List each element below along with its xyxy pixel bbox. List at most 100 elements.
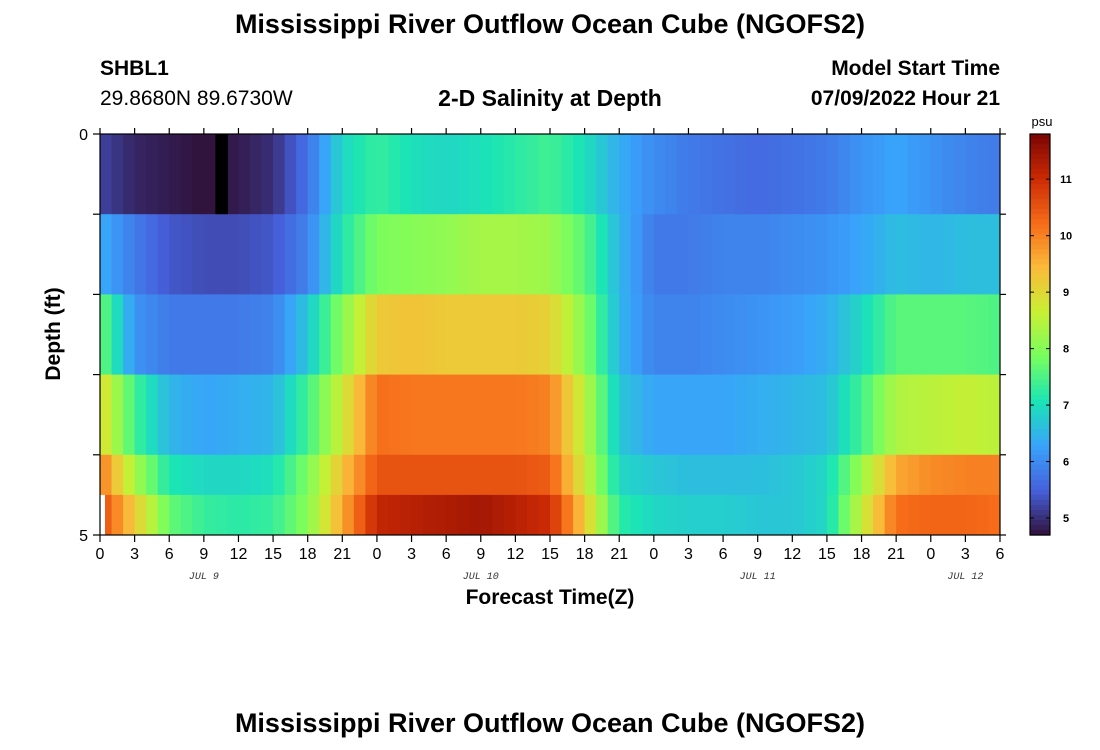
heatmap-cell xyxy=(619,294,632,376)
heatmap-cell xyxy=(861,134,874,215)
heatmap-cell xyxy=(942,134,955,215)
heatmap-cell xyxy=(307,494,320,535)
heatmap-cell xyxy=(850,374,863,456)
colorbar-tick-label: 9 xyxy=(1063,287,1069,299)
heatmap-cell xyxy=(653,134,666,215)
heatmap-cell xyxy=(953,494,966,535)
heatmap-cells xyxy=(100,134,1000,535)
heatmap-cell xyxy=(896,374,909,456)
heatmap-cell xyxy=(423,214,436,295)
heatmap-cell xyxy=(942,374,955,456)
heatmap-cell xyxy=(861,294,874,376)
heatmap-cell xyxy=(526,494,540,535)
colorbar-segment xyxy=(1030,319,1050,326)
heatmap-cell xyxy=(688,454,701,496)
heatmap-cell xyxy=(792,454,805,496)
heatmap-cell xyxy=(330,294,343,376)
heatmap-cell xyxy=(665,494,678,535)
heatmap-cell xyxy=(884,294,897,376)
heatmap-cell xyxy=(711,494,724,535)
heatmap-cell xyxy=(769,374,782,456)
heatmap-cell xyxy=(803,294,816,376)
heatmap-cell xyxy=(838,494,851,535)
heatmap-cell xyxy=(319,494,332,535)
heatmap-cell xyxy=(284,454,297,496)
heatmap-cell xyxy=(469,214,482,295)
heatmap-cell xyxy=(146,214,159,295)
footer-title: Mississippi River Outflow Ocean Cube (NG… xyxy=(234,708,866,738)
y-axis: 05 xyxy=(79,127,1006,545)
heatmap-cell xyxy=(619,494,632,535)
colorbar-tick-label: 7 xyxy=(1063,400,1069,412)
colorbar-segment xyxy=(1030,259,1050,265)
colorbar-segment xyxy=(1030,234,1050,240)
heatmap-cell xyxy=(550,214,563,295)
heatmap-cell xyxy=(838,134,851,215)
heatmap-cell xyxy=(700,294,713,376)
heatmap-cell xyxy=(965,214,978,295)
heatmap-cell xyxy=(838,454,851,496)
heatmap-cell xyxy=(446,134,459,215)
heatmap-cell xyxy=(596,374,609,456)
heatmap-cell xyxy=(561,294,574,376)
heatmap-cell xyxy=(665,454,678,496)
heatmap-cell xyxy=(873,454,886,496)
heatmap-cell xyxy=(607,134,620,215)
heatmap-cell xyxy=(792,214,805,295)
colorbar-segment xyxy=(1030,219,1050,225)
x-tick-label: 21 xyxy=(887,546,905,563)
heatmap-cell xyxy=(250,374,263,456)
heatmap-cell xyxy=(688,214,701,295)
heatmap-cell xyxy=(642,134,655,215)
heatmap-cell xyxy=(376,134,390,215)
colorbar-segment xyxy=(1030,504,1050,511)
heatmap-cell xyxy=(192,294,205,376)
x-tick-label: 21 xyxy=(333,546,351,563)
x-tick-label: 15 xyxy=(818,546,836,563)
heatmap-cell xyxy=(757,214,770,295)
colorbar-segment xyxy=(1030,349,1050,356)
colorbar-segment xyxy=(1030,329,1050,336)
heatmap-cell xyxy=(111,214,124,295)
heatmap-cell xyxy=(850,494,863,535)
station-coordinates: 29.8680N 89.6730W xyxy=(100,87,293,110)
heatmap-cell xyxy=(492,494,505,535)
heatmap-cell xyxy=(203,494,216,535)
heatmap-cell xyxy=(930,294,943,376)
colorbar-segment xyxy=(1030,269,1050,275)
heatmap-cell xyxy=(134,454,147,496)
colorbar-tick-label: 11 xyxy=(1060,174,1072,186)
heatmap-cell xyxy=(815,134,828,215)
heatmap-cell xyxy=(838,294,851,376)
colorbar-segment xyxy=(1030,184,1050,190)
colorbar-segment xyxy=(1030,249,1050,255)
heatmap-cell xyxy=(873,494,886,535)
heatmap-cell xyxy=(965,374,978,456)
colorbar-segment xyxy=(1030,359,1050,366)
date-label: JUL 12 xyxy=(947,572,983,583)
heatmap-cell xyxy=(365,214,378,295)
heatmap-cell xyxy=(503,494,516,535)
colorbar-segment xyxy=(1030,499,1050,506)
heatmap-cell xyxy=(111,134,124,215)
heatmap-cell xyxy=(169,214,182,295)
heatmap-cell xyxy=(526,374,540,456)
heatmap-cell xyxy=(723,374,736,456)
heatmap-cell xyxy=(769,454,782,496)
heatmap-cell xyxy=(596,294,609,376)
station-name: SHBL1 xyxy=(100,57,169,80)
heatmap-cell xyxy=(434,214,447,295)
heatmap-cell xyxy=(180,134,193,215)
heatmap-cell xyxy=(711,374,724,456)
salinity-heatmap-chart: 05 0 3 6 9 12 15 18 21 0 3 6 9 12 15 18 21 0 3 6 9 12 15 18 21 0… xyxy=(42,114,1072,609)
heatmap-cell xyxy=(619,374,632,456)
heatmap-cell xyxy=(353,134,366,215)
heatmap-cell xyxy=(919,294,932,376)
heatmap-cell xyxy=(446,374,459,456)
heatmap-cell xyxy=(607,494,620,535)
colorbar-segment xyxy=(1030,469,1050,476)
colorbar-segment xyxy=(1030,324,1050,331)
heatmap-cell xyxy=(861,494,874,535)
heatmap-cell xyxy=(907,134,920,215)
heatmap-cell xyxy=(365,494,378,535)
